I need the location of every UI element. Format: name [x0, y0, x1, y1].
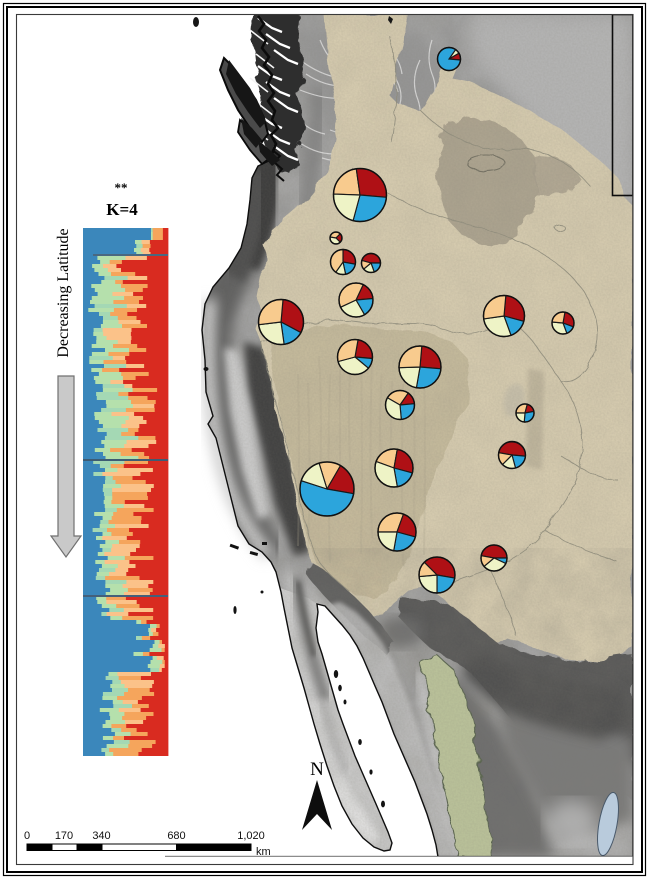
svg-text:170: 170 [55, 830, 73, 842]
svg-text:1,020: 1,020 [237, 830, 265, 842]
svg-text:**: ** [115, 180, 128, 195]
svg-text:km: km [256, 846, 271, 858]
svg-text:K=4: K=4 [106, 200, 138, 219]
svg-text:0: 0 [24, 830, 30, 842]
svg-text:Decreasing Latitude: Decreasing Latitude [55, 228, 72, 357]
svg-text:340: 340 [92, 830, 110, 842]
svg-text:680: 680 [167, 830, 185, 842]
svg-text:N: N [310, 759, 324, 780]
